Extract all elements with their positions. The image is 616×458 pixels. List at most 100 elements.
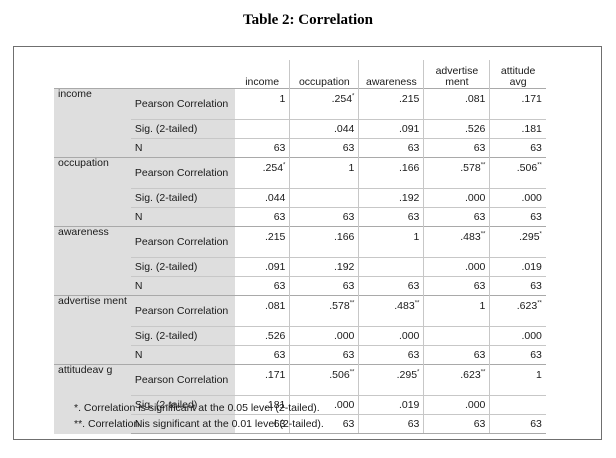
cell-value: 63 xyxy=(358,414,424,434)
cell-value: .000 xyxy=(289,395,359,415)
cell-value xyxy=(234,119,290,139)
cell-value: .578** xyxy=(423,157,490,189)
correlation-value: .081 xyxy=(264,300,286,312)
col-header-occupation: occupation xyxy=(289,60,359,89)
cell-value: .091 xyxy=(234,257,290,277)
correlation-value: 1 xyxy=(536,369,542,381)
correlation-value: .254 xyxy=(262,162,284,174)
correlation-value: 1 xyxy=(279,93,286,105)
significance-marker: ** xyxy=(480,231,486,238)
table-row: N 63 63 63 63 63 xyxy=(54,207,546,227)
cell-value: 63 xyxy=(489,345,546,365)
cell-value: .171 xyxy=(234,364,290,396)
cell-value: 63 xyxy=(489,207,546,227)
stat-label: Sig. (2-tailed) xyxy=(130,188,235,208)
stat-label: Sig. (2-tailed) xyxy=(130,257,235,277)
correlation-value: .166 xyxy=(398,162,420,174)
significance-marker: ** xyxy=(537,162,542,169)
correlation-value: .171 xyxy=(264,369,286,381)
cell-value: .081 xyxy=(234,295,290,327)
table-row: Sig. (2-tailed) .044.192.000.000 xyxy=(54,188,546,208)
stat-label: Pearson Correlation xyxy=(130,295,235,327)
table-notes: *. Correlation is significant at the 0.0… xyxy=(74,400,324,432)
cell-value: 63 xyxy=(234,345,290,365)
stat-label: Sig. (2-tailed) xyxy=(130,326,235,346)
cell-value: 63 xyxy=(423,345,490,365)
cell-value: 63 xyxy=(289,414,359,434)
cell-value: .526 xyxy=(234,326,290,346)
cell-value: .215 xyxy=(234,226,290,258)
cell-value: .166 xyxy=(358,157,424,189)
correlation-value: .578 xyxy=(329,300,350,312)
significance-marker: ** xyxy=(414,300,420,307)
significance-marker: * xyxy=(539,231,542,238)
cell-value xyxy=(423,326,490,346)
cell-value: 63 xyxy=(234,414,290,434)
correlation-value: .171 xyxy=(521,93,542,105)
significance-marker: * xyxy=(352,93,355,100)
correlation-value: 1 xyxy=(479,300,486,312)
stat-label: Pearson Correlation xyxy=(130,157,235,189)
table-frame xyxy=(13,46,602,440)
cell-value: .044 xyxy=(289,119,359,139)
row-header: attitudeav g xyxy=(54,364,131,434)
cell-value: .623** xyxy=(423,364,490,396)
cell-value: .295* xyxy=(358,364,424,396)
col-header-awareness: awareness xyxy=(358,60,424,89)
cell-value: .000 xyxy=(289,326,359,346)
note-001: **. Correlation is significant at the 0.… xyxy=(74,418,324,430)
row-header: advertise ment xyxy=(54,295,131,365)
table-title: Table 2: Correlation xyxy=(243,12,373,28)
cell-value: .000 xyxy=(489,188,546,208)
stat-label: Sig. (2-tailed) xyxy=(130,395,235,415)
significance-marker: ** xyxy=(537,300,542,307)
table-row: N 63 63 63 63 63 xyxy=(54,345,546,365)
correlation-value: .254 xyxy=(331,93,353,105)
col-header-advertisement: advertise ment xyxy=(423,60,490,89)
cell-value xyxy=(289,188,359,208)
correlation-value: .506 xyxy=(329,369,350,381)
cell-value: 63 xyxy=(423,276,490,296)
table-row: advertise ment Pearson Correlation .081.57… xyxy=(54,295,546,365)
correlation-value: .295 xyxy=(396,369,418,381)
correlation-value: .295 xyxy=(519,231,540,243)
significance-marker: ** xyxy=(349,300,355,307)
cell-value: .623** xyxy=(489,295,546,327)
correlation-value: .578 xyxy=(460,162,481,174)
cell-value: .215 xyxy=(358,88,424,120)
cell-value: .000 xyxy=(423,257,490,277)
stat-label: N xyxy=(130,207,235,227)
cell-value: 63 xyxy=(358,276,424,296)
cell-value: 63 xyxy=(289,207,359,227)
table-row: occupation Pearson Correlation .254* 1.166.… xyxy=(54,157,546,227)
cell-value: 63 xyxy=(289,138,359,158)
row-header: income xyxy=(54,88,131,158)
col-header-income: income xyxy=(245,76,280,88)
cell-value: 63 xyxy=(234,276,290,296)
cell-value: .295* xyxy=(489,226,546,258)
cell-value: .526 xyxy=(423,119,490,139)
table-row: Sig. (2-tailed) .044.091.526.181 xyxy=(54,119,546,139)
cell-value: 63 xyxy=(489,414,546,434)
significance-marker: ** xyxy=(480,162,486,169)
cell-value: .166 xyxy=(289,226,359,258)
cell-value: 63 xyxy=(289,345,359,365)
correlation-value: .215 xyxy=(264,231,286,243)
cell-value: .506** xyxy=(489,157,546,189)
col-header-attitude-avg: attitude avg xyxy=(489,60,546,89)
stat-label: N xyxy=(130,138,235,158)
cell-value: .091 xyxy=(358,119,424,139)
table-row: N 63 63 63 63 63 xyxy=(54,414,546,434)
cell-value: .506** xyxy=(289,364,359,396)
cell-value: 63 xyxy=(234,138,290,158)
cell-value: 1 xyxy=(234,88,290,120)
correlation-value: .081 xyxy=(464,93,486,105)
cell-value: .171 xyxy=(489,88,546,120)
cell-value: .578** xyxy=(289,295,359,327)
stat-label: Pearson Correlation xyxy=(130,226,235,258)
correlation-value: .483 xyxy=(394,300,415,312)
cell-value: .483** xyxy=(423,226,490,258)
cell-value: .000 xyxy=(489,326,546,346)
cell-value: 63 xyxy=(358,345,424,365)
correlation-value: 1 xyxy=(413,231,420,243)
